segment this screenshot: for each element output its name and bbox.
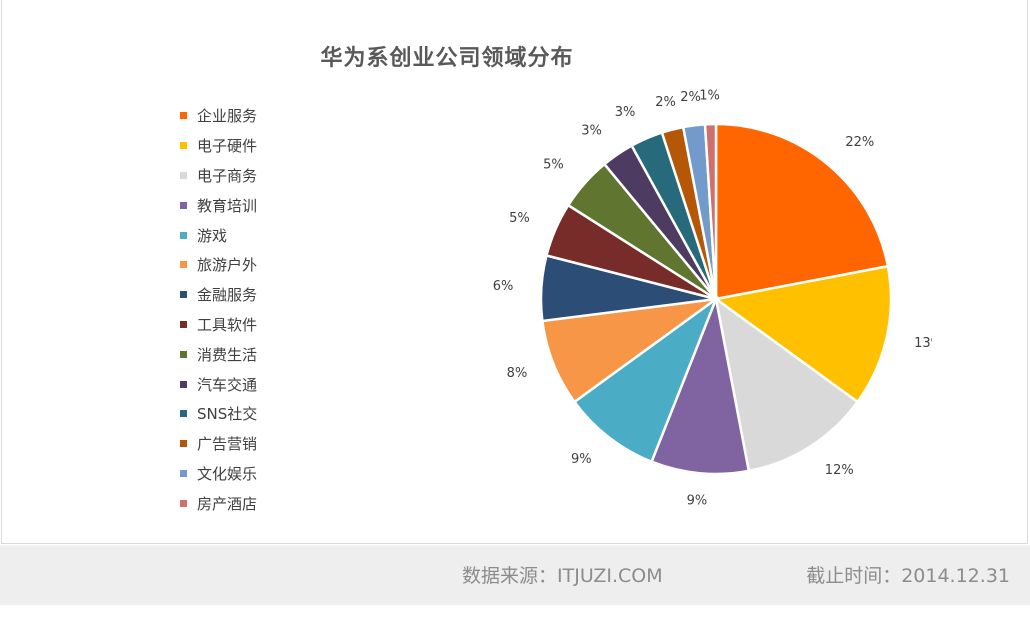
cutoff-date-text: 截止时间：2014.12.31 [806, 565, 1010, 587]
legend-label: 电子硬件 [197, 137, 258, 156]
legend-item: 工具软件 [180, 310, 257, 340]
legend-swatch [180, 320, 187, 328]
slice-percent-label: 3% [581, 124, 602, 139]
legend-swatch [180, 410, 187, 418]
legend-label: 旅游户外 [197, 256, 258, 275]
legend-swatch [180, 231, 187, 239]
legend-swatch [180, 171, 187, 179]
legend-label: 汽车交通 [197, 375, 258, 394]
pie-slice [649, 294, 751, 476]
legend-item: 广告营销 [180, 429, 257, 459]
slice-percent-label: 3% [615, 105, 636, 120]
slice-percent-label: 6% [493, 279, 514, 294]
legend-label: 工具软件 [197, 315, 258, 334]
slice-percent-label: 2% [655, 95, 676, 110]
slice-percent-label: 22% [845, 135, 874, 150]
pie-slice [572, 295, 719, 464]
legend-label: 电子商务 [197, 166, 258, 185]
slice-percent-label: 5% [543, 157, 564, 172]
legend-label: 广告营销 [197, 435, 258, 454]
legend: 企业服务电子硬件电子商务教育培训游戏旅游户外金融服务工具软件消费生活汽车交通 SN… [180, 101, 257, 518]
legend-swatch [180, 499, 187, 507]
legend-label: 教育培训 [197, 196, 258, 215]
legend-item: 消费生活 [180, 339, 257, 369]
pie-slice [714, 122, 890, 301]
legend-label: 文化娱乐 [197, 464, 258, 483]
slice-percent-label: 13% [914, 336, 932, 351]
legend-item: SNS社交 [180, 399, 257, 429]
legend-item: 企业服务 [180, 101, 257, 131]
slice-percent-label: 8% [507, 366, 528, 381]
slice-percent-label: 9% [571, 452, 592, 467]
footer-bar: 数据来源：ITJUZI.COM 截止时间：2014.12.31 [0, 545, 1030, 605]
legend-item: 房产酒店 [180, 488, 257, 518]
legend-label: 游戏 [197, 226, 228, 245]
chart-area: 华为系创业公司领域分布 企业服务电子硬件电子商务教育培训游戏旅游户外金融服务工具… [1, 0, 1028, 544]
legend-item: 教育培训 [180, 190, 257, 220]
slice-percent-label: 9% [687, 494, 708, 509]
legend-label: 消费生活 [197, 345, 258, 364]
legend-item: 文化娱乐 [180, 459, 257, 489]
pie-slice [703, 122, 718, 300]
legend-swatch [180, 201, 187, 209]
legend-swatch [180, 350, 187, 358]
legend-swatch [180, 440, 187, 448]
legend-swatch [180, 380, 187, 388]
slice-percent-label: 2% [680, 90, 701, 105]
pie-slice [714, 296, 860, 473]
pie-chart: 22%13%12%9%9%8%6%5%5%3%3%2%2%1% [493, 89, 932, 509]
chart-title: 华为系创业公司领域分布 [320, 46, 574, 71]
legend-label: 房产酒店 [197, 494, 258, 513]
data-source-text: 数据来源：ITJUZI.COM [462, 565, 663, 587]
legend-item: 电子硬件 [180, 131, 257, 161]
legend-swatch [180, 112, 187, 120]
legend-item: 游戏 [180, 220, 257, 250]
legend-swatch [180, 142, 187, 150]
slice-percent-label: 1% [699, 89, 720, 104]
slice-percent-label: 12% [825, 463, 854, 478]
legend-item: 旅游户外 [180, 250, 257, 280]
legend-swatch [180, 261, 187, 269]
legend-item: 金融服务 [180, 280, 257, 310]
pie-slice [712, 264, 893, 404]
legend-swatch [180, 469, 187, 477]
legend-swatch [180, 291, 187, 299]
slice-percent-label: 5% [509, 211, 530, 226]
legend-label: 企业服务 [197, 107, 258, 126]
legend-item: 电子商务 [180, 161, 257, 191]
legend-label: 金融服务 [197, 286, 258, 305]
legend-item: 汽车交通 [180, 369, 257, 399]
legend-label: SNS社交 [197, 405, 258, 424]
